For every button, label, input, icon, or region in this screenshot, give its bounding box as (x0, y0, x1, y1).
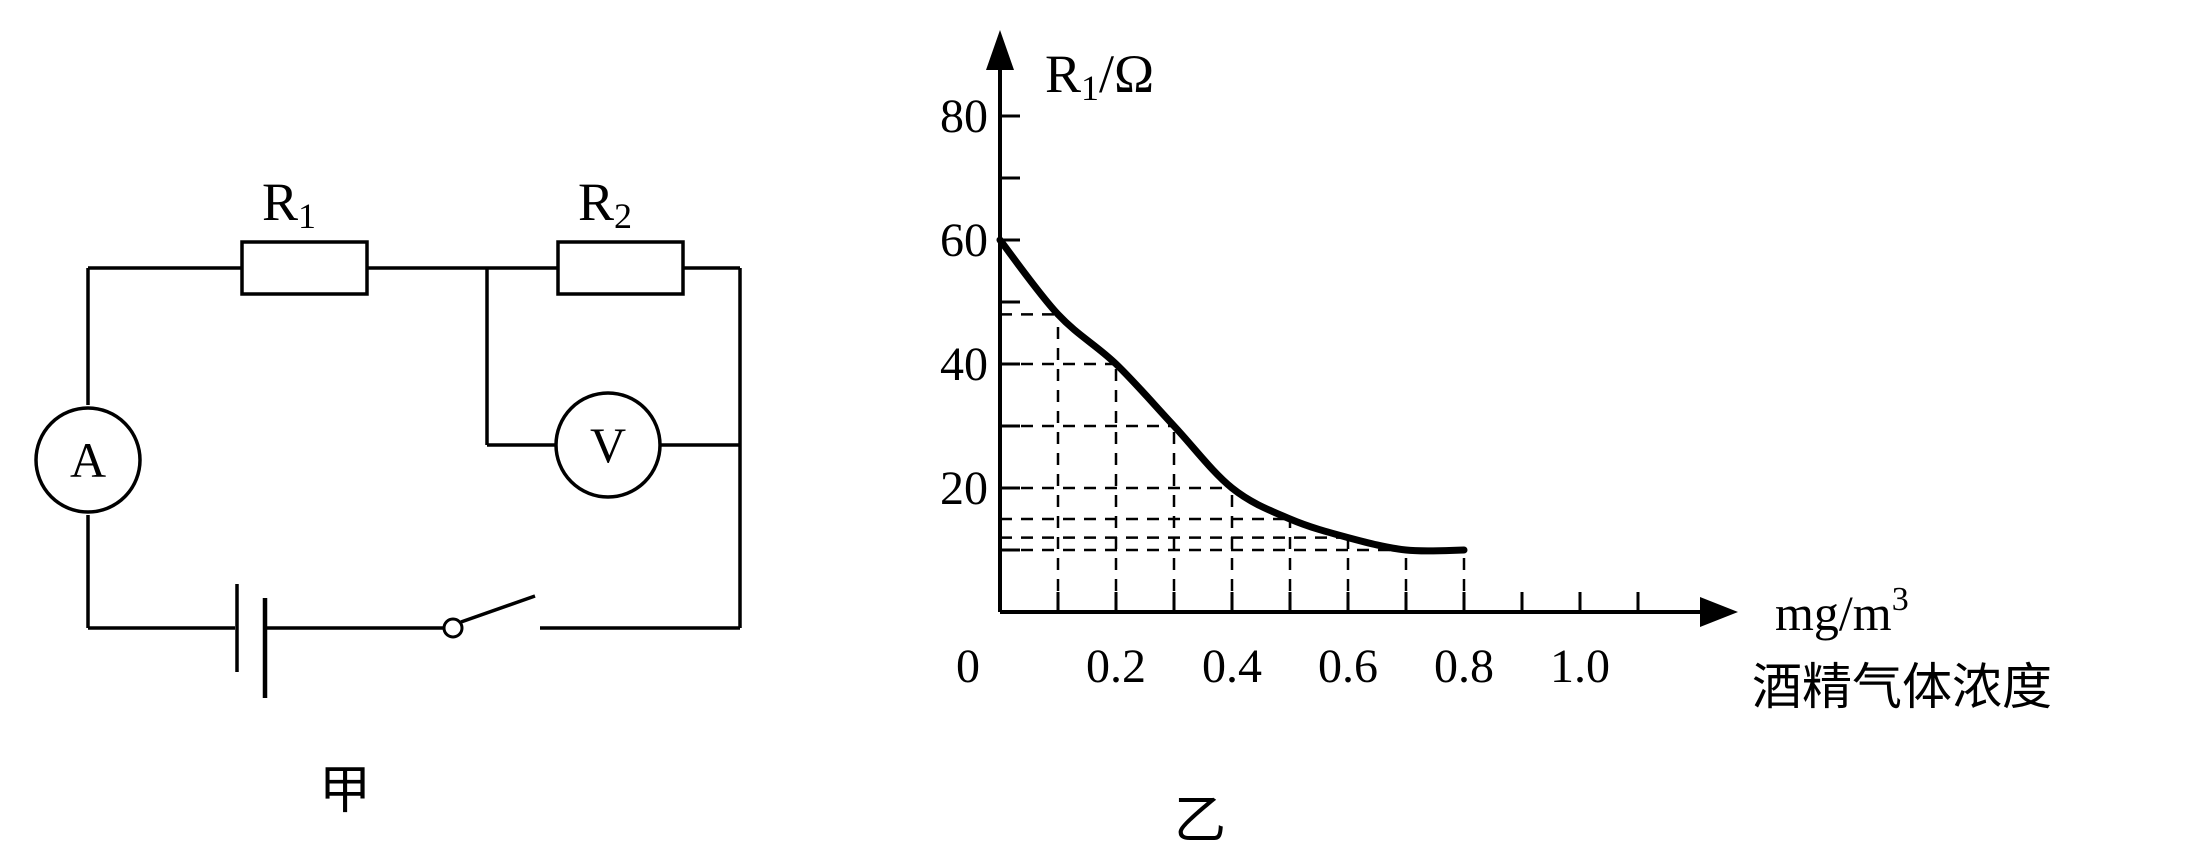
x-tick-label: 1.0 (1550, 640, 1610, 693)
x-axis-arrow (1700, 597, 1738, 627)
ammeter-label: A (70, 432, 106, 488)
y-tick-label: 20 (940, 462, 988, 515)
resistor-r2 (556, 240, 685, 296)
y-tick-label: 80 (940, 90, 988, 143)
voltmeter-label: V (590, 417, 626, 473)
switch-pivot (442, 617, 464, 639)
circuit-caption: 甲 (319, 761, 371, 821)
x-axis-name: 酒精气体浓度 (1752, 658, 2052, 716)
resistance-curve (996, 236, 1468, 555)
grid-lines (1000, 313, 1466, 612)
r1-label: R1 (262, 172, 316, 236)
x-tick-label: 0.6 (1318, 640, 1378, 693)
y-axis-arrow (986, 30, 1014, 70)
switch-lever (460, 594, 536, 624)
y-tick-label: 40 (940, 338, 988, 391)
ammeter (34, 406, 142, 514)
x-tick-label: 0.2 (1086, 640, 1146, 693)
axes (998, 62, 1708, 614)
x-tick-labels: 0.2 0.4 0.6 0.8 1.0 (1086, 640, 1610, 693)
resistor-r1 (240, 240, 369, 296)
y-axis-label: R1/Ω (1045, 44, 1154, 108)
circuit-diagram (34, 240, 742, 698)
x-tick-label: 0.4 (1202, 640, 1262, 693)
y-tick-labels: 20 40 60 80 (940, 90, 988, 515)
x-tick-label: 0.8 (1434, 640, 1494, 693)
graph-caption: 乙 (1174, 791, 1226, 851)
origin-label: 0 (956, 640, 980, 693)
resistance-graph: 20 40 60 80 0.2 0.4 0.6 0.8 1.0 (940, 30, 1738, 693)
axis-ticks (1000, 114, 1640, 612)
y-tick-label: 60 (940, 214, 988, 267)
r2-label: R2 (578, 172, 632, 236)
x-unit-label: mg/m3 (1775, 581, 1909, 641)
